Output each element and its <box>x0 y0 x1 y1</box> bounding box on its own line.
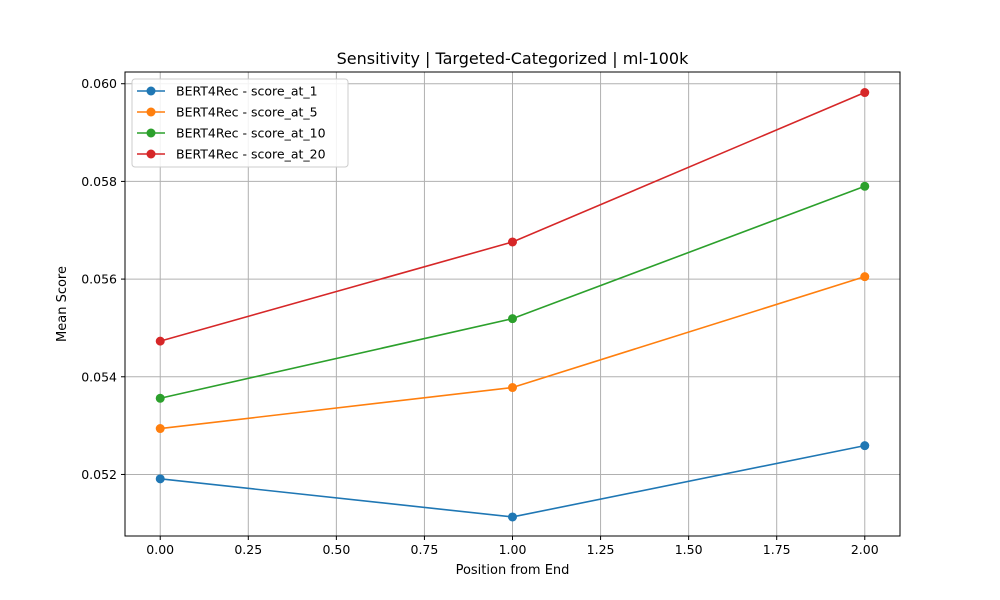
y-axis-label: Mean Score <box>55 266 70 342</box>
x-tick-label: 2.00 <box>851 542 879 557</box>
data-point <box>155 336 165 346</box>
legend-item: BERT4Rec - score_at_1 <box>137 84 318 99</box>
legend-label: BERT4Rec - score_at_1 <box>176 84 318 99</box>
x-tick-label: 0.50 <box>322 542 350 557</box>
x-tick-label: 1.50 <box>675 542 703 557</box>
y-tick-label: 0.052 <box>81 467 117 482</box>
series-3 <box>155 181 870 403</box>
series-1 <box>155 441 870 522</box>
data-point <box>508 512 517 522</box>
legend-items: BERT4Rec - score_at_1 BERT4Rec - score_at… <box>137 84 326 162</box>
legend-marker <box>146 128 156 138</box>
data-point <box>508 383 517 393</box>
legend-label: BERT4Rec - score_at_20 <box>176 147 326 162</box>
x-axis-ticks: 0.00 0.25 0.50 0.75 1.00 1.25 1.50 1.75 2.00 <box>146 536 879 557</box>
x-tick-label: 1.25 <box>587 542 615 557</box>
series-4 <box>155 88 870 346</box>
data-point <box>860 441 870 451</box>
x-tick-label: 1.75 <box>763 542 791 557</box>
legend-label: BERT4Rec - score_at_5 <box>176 105 318 120</box>
legend-item: BERT4Rec - score_at_20 <box>137 147 326 162</box>
legend-marker <box>146 86 156 96</box>
y-tick-label: 0.056 <box>81 272 117 287</box>
legend-box <box>131 78 349 168</box>
data-point <box>155 424 165 434</box>
legend-label: BERT4Rec - score_at_10 <box>176 126 326 141</box>
data-point <box>508 237 517 247</box>
data-point <box>155 474 165 484</box>
data-point <box>860 88 870 98</box>
x-axis-label: Position from End <box>456 563 570 578</box>
y-axis-ticks: 0.052 0.054 0.056 0.058 0.060 <box>81 76 125 482</box>
x-tick-label: 1.00 <box>499 542 527 557</box>
data-point <box>860 181 870 191</box>
x-tick-label: 0.75 <box>411 542 439 557</box>
y-tick-label: 0.058 <box>81 174 117 189</box>
y-tick-label: 0.060 <box>81 76 117 91</box>
x-tick-label: 0.00 <box>146 542 174 557</box>
legend-marker <box>146 149 156 159</box>
y-tick-label: 0.054 <box>81 369 117 384</box>
data-point <box>508 314 517 324</box>
legend-item: BERT4Rec - score_at_5 <box>137 105 318 120</box>
chart-title: Sensitivity | Targeted-Categorized | ml-… <box>337 49 690 68</box>
legend-item: BERT4Rec - score_at_10 <box>137 126 326 141</box>
plot-frame <box>124 71 901 537</box>
data-point <box>155 393 165 403</box>
series-layer <box>155 88 870 522</box>
data-point <box>860 272 870 282</box>
legend-marker <box>146 107 156 117</box>
series-2 <box>155 272 870 434</box>
legend: BERT4Rec - score_at_1 BERT4Rec - score_at… <box>131 78 349 168</box>
x-tick-label: 0.25 <box>234 542 262 557</box>
